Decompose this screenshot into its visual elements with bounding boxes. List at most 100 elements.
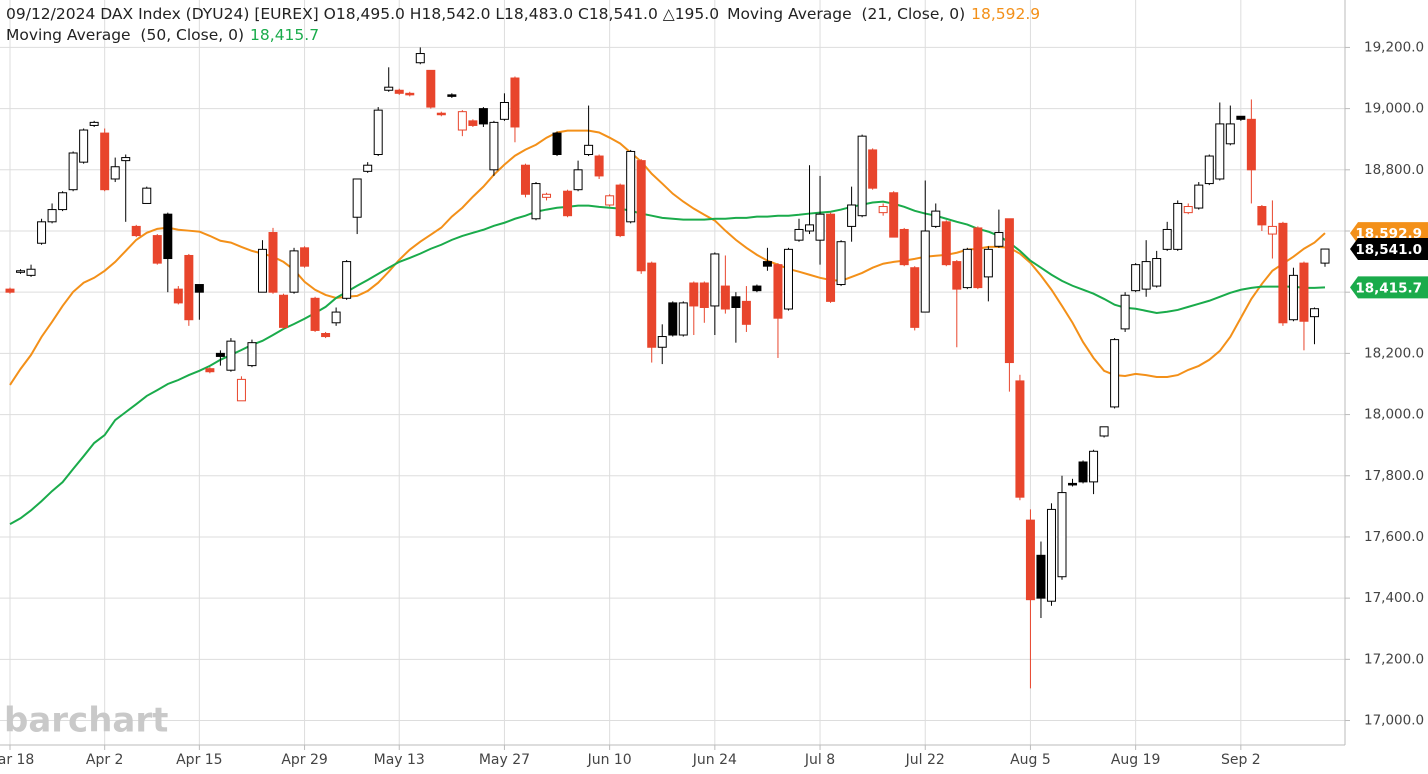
candle-body bbox=[1288, 274, 1298, 321]
candle bbox=[352, 178, 362, 235]
candle bbox=[836, 240, 846, 287]
candle bbox=[668, 301, 678, 337]
candle-body bbox=[363, 164, 373, 172]
candle-body bbox=[468, 120, 478, 126]
candle bbox=[826, 212, 836, 303]
close-badge bbox=[1350, 238, 1428, 261]
candle bbox=[110, 157, 120, 183]
plot-area bbox=[5, 47, 1330, 689]
candle-body bbox=[552, 132, 562, 156]
candle bbox=[678, 301, 688, 337]
x-tick-label: Aug 5 bbox=[1010, 752, 1051, 768]
candle bbox=[510, 76, 520, 143]
candle bbox=[1110, 338, 1120, 409]
candle-body bbox=[436, 112, 446, 116]
moving-average-line bbox=[9, 129, 1326, 386]
candle bbox=[163, 212, 173, 293]
candle-body bbox=[1036, 554, 1046, 599]
candle bbox=[58, 191, 68, 212]
candle-body bbox=[1299, 262, 1309, 322]
candle-body bbox=[741, 300, 751, 325]
candle-body bbox=[1162, 228, 1172, 250]
candle-body bbox=[762, 261, 772, 267]
candle bbox=[941, 220, 951, 267]
candle bbox=[384, 67, 394, 92]
candle-body bbox=[184, 254, 194, 321]
candle bbox=[100, 128, 110, 192]
candle bbox=[1046, 503, 1056, 606]
candle-body bbox=[868, 149, 878, 189]
candle-body bbox=[58, 192, 68, 211]
candle-body bbox=[994, 232, 1004, 247]
candle-body bbox=[194, 284, 204, 293]
candle bbox=[1257, 204, 1267, 231]
candle-body bbox=[878, 206, 888, 214]
header-line-2: Moving Average (50, Close, 0) 18,415.7 bbox=[6, 26, 319, 44]
candle-body bbox=[805, 224, 815, 232]
candle-body bbox=[973, 227, 983, 289]
candle-body bbox=[910, 267, 920, 328]
candle-body bbox=[794, 228, 804, 241]
candle-body bbox=[405, 92, 415, 96]
candle-body bbox=[321, 332, 331, 338]
candle-body bbox=[710, 253, 720, 307]
candle-body bbox=[268, 232, 278, 293]
candle bbox=[1278, 221, 1288, 326]
candle-body bbox=[1068, 482, 1078, 486]
candle-body bbox=[226, 340, 236, 371]
candle-body bbox=[300, 247, 310, 267]
candle bbox=[47, 203, 57, 224]
candle-body bbox=[205, 368, 215, 373]
candle-body bbox=[647, 262, 657, 348]
candle-body bbox=[152, 235, 162, 264]
candle bbox=[962, 247, 972, 290]
candle-body bbox=[689, 282, 699, 307]
candle bbox=[279, 293, 289, 329]
candle-body bbox=[100, 132, 110, 191]
candle-body bbox=[163, 213, 173, 260]
candle bbox=[205, 367, 215, 374]
candle-body bbox=[636, 160, 646, 272]
candle bbox=[878, 203, 888, 216]
candle-body bbox=[899, 228, 909, 266]
candle bbox=[1015, 374, 1025, 501]
candle bbox=[489, 120, 499, 176]
candle-body bbox=[1046, 508, 1056, 602]
candle bbox=[584, 105, 594, 157]
candle-body bbox=[16, 270, 26, 273]
candle bbox=[321, 331, 331, 339]
candle bbox=[1152, 250, 1162, 288]
candle-body bbox=[531, 183, 541, 220]
candle bbox=[615, 183, 625, 238]
candle bbox=[1173, 200, 1183, 251]
y-tick-label: 17,400.0 bbox=[1364, 590, 1424, 606]
candle bbox=[405, 91, 415, 97]
y-tick-label: 17,000.0 bbox=[1364, 713, 1424, 729]
candle bbox=[300, 246, 310, 268]
candle bbox=[731, 292, 741, 343]
candle-body bbox=[415, 53, 425, 64]
candle bbox=[931, 203, 941, 228]
candle-body bbox=[1320, 248, 1330, 264]
candle-body bbox=[826, 213, 836, 302]
candle-body bbox=[615, 184, 625, 237]
candle bbox=[773, 263, 783, 358]
x-tick-label: Apr 29 bbox=[281, 752, 327, 768]
ma-badge-label: 18,415.7 bbox=[1355, 280, 1422, 296]
candle bbox=[689, 281, 699, 336]
candle-body bbox=[1131, 264, 1141, 292]
y-tick-label: 17,200.0 bbox=[1364, 651, 1424, 667]
candle bbox=[121, 154, 131, 222]
candle-body bbox=[215, 352, 225, 357]
candle bbox=[657, 324, 667, 365]
candle bbox=[1183, 203, 1193, 215]
candle bbox=[373, 107, 383, 157]
candle bbox=[605, 194, 615, 207]
candle bbox=[1131, 263, 1141, 293]
candle bbox=[257, 240, 267, 293]
candle-body bbox=[279, 294, 289, 328]
x-tick-label: May 27 bbox=[479, 752, 530, 768]
ma21-value: 18,592.9 bbox=[971, 5, 1040, 23]
y-tick-label: 17,600.0 bbox=[1364, 529, 1424, 545]
